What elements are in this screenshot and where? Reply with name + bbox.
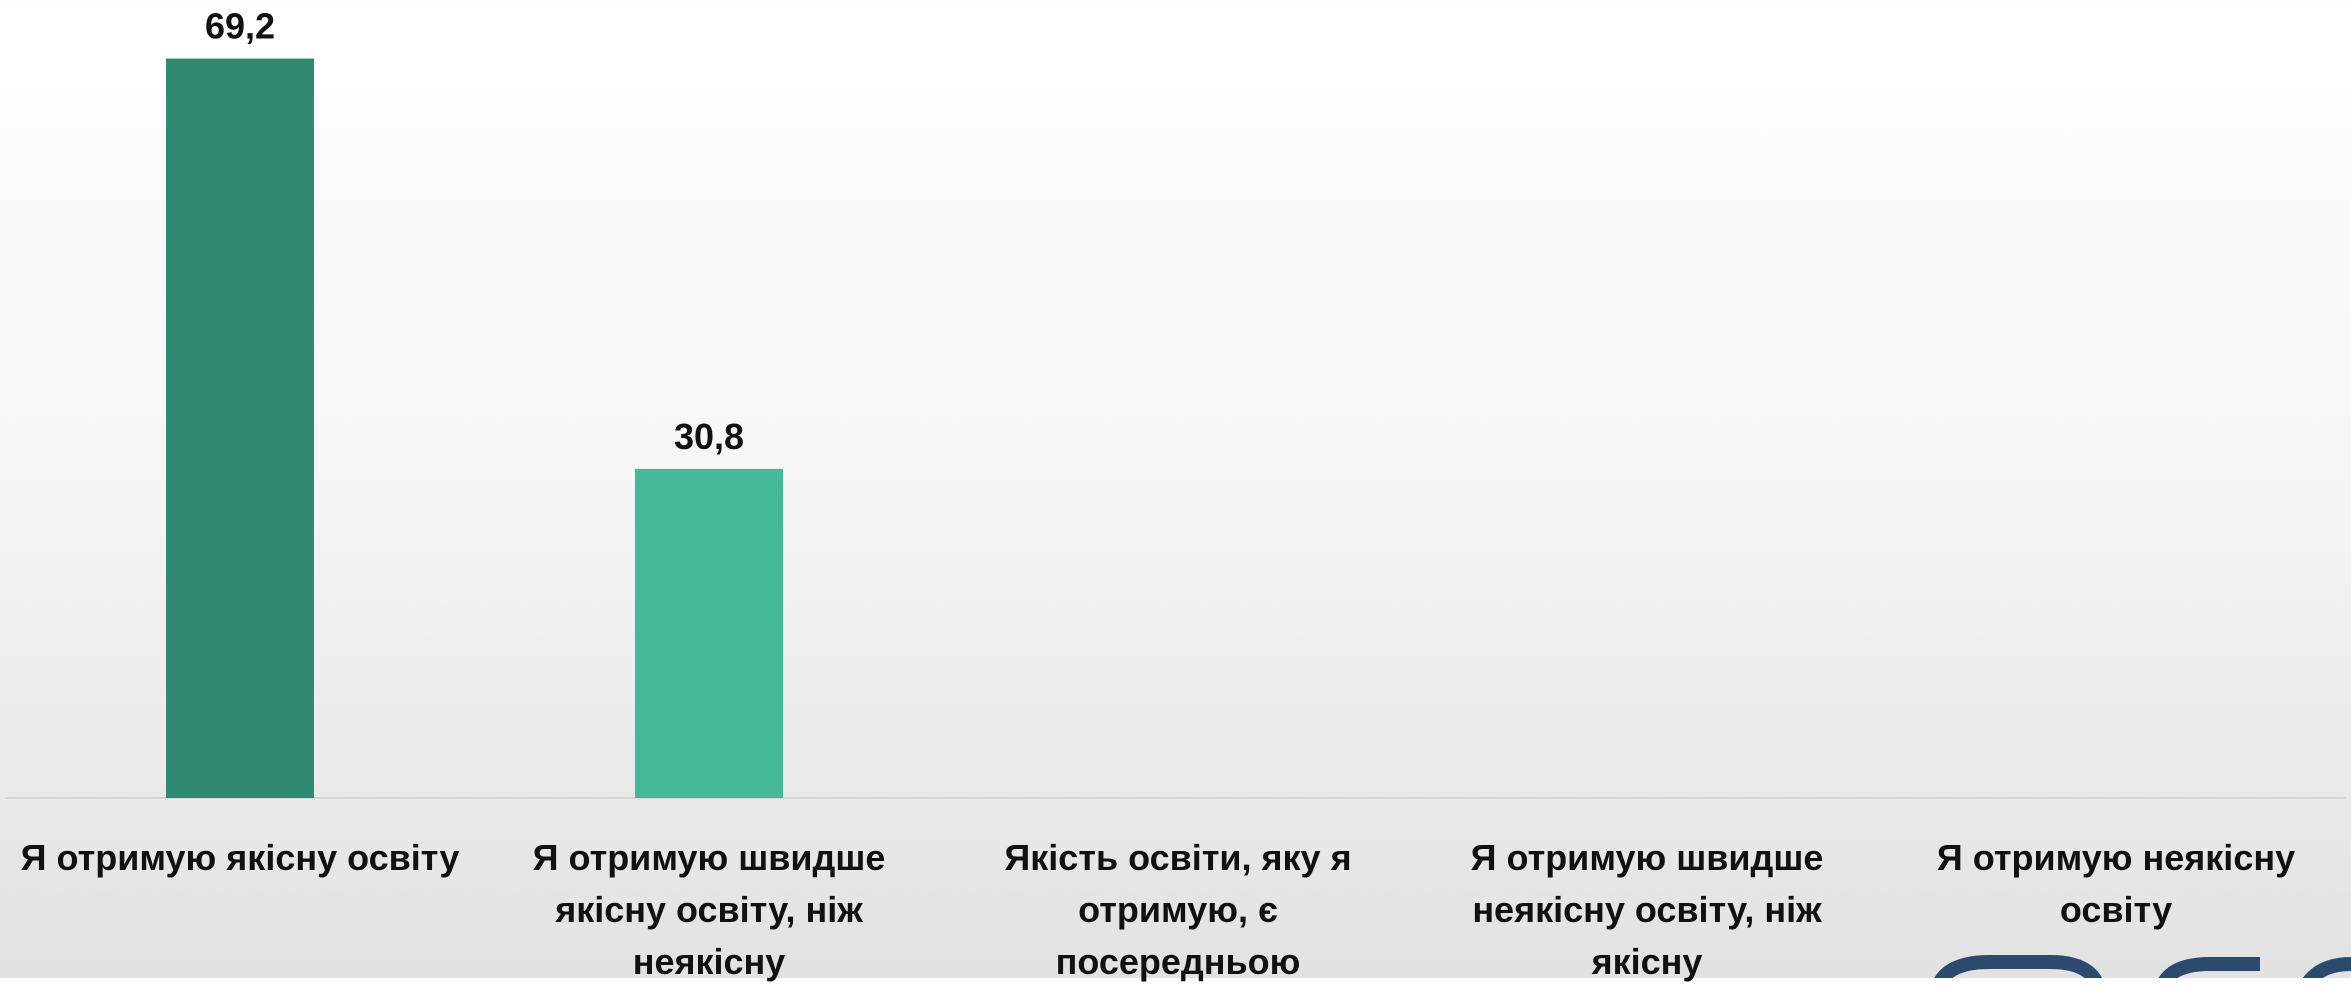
category-label-1: Я отримую якісну освіту: [20, 837, 460, 878]
category-label-2: Я отримую швидше якісну освіту, ніж неяк…: [532, 837, 886, 982]
bar-1: [166, 58, 314, 798]
bar-2: [635, 468, 783, 798]
value-label-2: 30,8: [674, 416, 744, 457]
category-label-3: Якість освіти, яку я отримую, є посередн…: [1004, 837, 1352, 982]
logo-mark: [1900, 940, 2351, 978]
category-label-5: Я отримую неякісну освіту: [1936, 837, 2296, 930]
value-label-1: 69,2: [205, 6, 275, 47]
category-label-4: Я отримую швидше неякісну освіту, ніж як…: [1470, 837, 1824, 982]
